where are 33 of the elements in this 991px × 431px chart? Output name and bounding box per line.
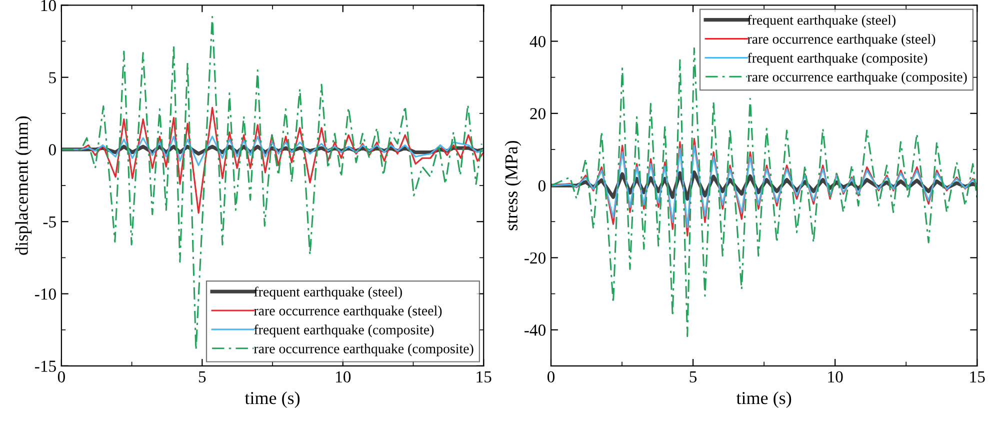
legend-label: frequent earthquake (composite) — [748, 52, 928, 66]
y-tick-label: 20 — [530, 108, 546, 120]
y-tick-label: 0 — [48, 144, 56, 156]
y-tick-label: 5 — [49, 72, 56, 84]
y-tick-label: -5 — [43, 216, 56, 228]
y-tick-label: -20 — [524, 252, 546, 264]
legend-label: rare occurrence earthquake (steel) — [748, 34, 936, 47]
legend-label: frequent earthquake (composite) — [254, 324, 434, 338]
x-tick-label: 15 — [476, 371, 492, 383]
legend-label: frequent earthquake (steel) — [748, 14, 896, 28]
y-tick-label: 10 — [41, 0, 56, 12]
x-axis-title: time (s) — [244, 391, 300, 408]
y-tick-label: -10 — [34, 288, 56, 300]
x-tick-label: 5 — [198, 371, 206, 383]
x-tick-label: 0 — [58, 371, 65, 383]
line-series — [550, 47, 978, 338]
y-axis-title: stress (MPa) — [504, 140, 522, 230]
legend-label: rare occurrence earthquake (composite) — [254, 344, 474, 356]
legend-label: rare occurrence earthquake (composite) — [748, 72, 967, 84]
x-tick-label: 5 — [690, 371, 697, 383]
y-tick-label: -15 — [34, 360, 56, 372]
x-tick-label: 0 — [547, 371, 555, 383]
legend-label: frequent earthquake (steel) — [254, 286, 402, 300]
legend-label: rare occurrence earthquake (steel) — [254, 306, 442, 318]
x-tick-label: 10 — [336, 371, 351, 383]
line-series — [550, 144, 978, 228]
y-tick-label: -40 — [524, 324, 546, 336]
y-tick-label: 40 — [530, 36, 546, 48]
x-tick-label: 10 — [828, 371, 843, 383]
y-tick-label: 0 — [538, 180, 546, 192]
y-axis-title: displacement (mm) — [15, 116, 32, 255]
x-tick-label: 15 — [970, 371, 985, 383]
x-axis-title: time (s) — [736, 391, 792, 408]
